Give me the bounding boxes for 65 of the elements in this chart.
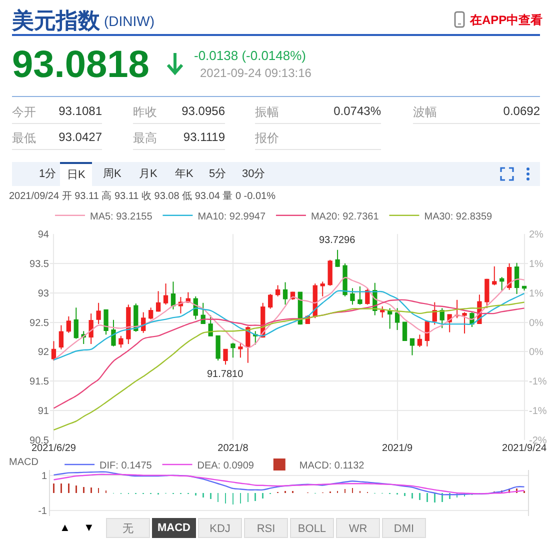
text: 振幅: [255, 104, 279, 121]
text: ▼: [78, 518, 100, 538]
y-tick-label: 94: [38, 230, 50, 240]
y2-tick-label: 2%: [529, 230, 544, 240]
x-tick-label: 2021/6/29: [31, 443, 76, 454]
y-tick-label: 93: [38, 288, 50, 300]
text: 1分: [38, 167, 58, 182]
legend-label: DEA: 0.0909: [197, 460, 254, 472]
text: 今开: [12, 104, 36, 121]
text: -0.0138 (-0.0148%): [194, 48, 306, 63]
text: DMI: [382, 518, 426, 538]
y-tick-label: 93.5: [30, 258, 50, 270]
text: 93.1119: [183, 130, 225, 144]
text: RSI: [244, 518, 288, 538]
text: 5分: [208, 167, 228, 182]
y-tick-label: 91.5: [30, 376, 50, 388]
text: (DINIW): [104, 13, 155, 29]
text: 2021-09-24 09:13:16: [200, 66, 312, 80]
text: 波幅: [413, 104, 437, 121]
text: BOLL: [290, 518, 334, 538]
x-tick-label: 2021/8: [218, 443, 249, 454]
annotation: 93.7296: [319, 235, 356, 246]
legend-label: MA20: 92.7361: [310, 211, 380, 222]
legend-label: MACD: 0.1132: [299, 460, 365, 472]
chart-subtitle: 2021/09/24 开 93.11 高 93.11 收 93.08 低 93.04 量 0 -0.01%: [9, 190, 276, 202]
y-tick-label: -1: [38, 506, 48, 518]
text: 30分: [241, 167, 266, 182]
text: ▲: [54, 518, 76, 538]
legend-label: MA5: 93.2155: [90, 211, 153, 222]
y-tick-label: 92.5: [30, 318, 50, 329]
y2-tick-label: -1%: [529, 376, 547, 388]
text: 最高: [133, 130, 157, 147]
text: 93.1081: [58, 104, 102, 118]
text: 无: [106, 518, 150, 538]
legend-label: MA30: 92.8359: [424, 211, 492, 222]
text: 93.0956: [182, 104, 225, 118]
text: 美元指数: [12, 7, 100, 35]
text: 最低: [12, 130, 36, 147]
text: 月K: [138, 167, 158, 182]
text: 日K: [60, 162, 92, 186]
x-tick-label: 2021/9: [382, 443, 414, 454]
text: 0.0692: [503, 104, 540, 118]
y2-tick-label: 1%: [529, 288, 544, 300]
y2-tick-label: -1%: [529, 406, 547, 418]
legend-label: MA10: 92.9947: [198, 211, 266, 222]
y2-tick-label: 1%: [529, 258, 544, 270]
y2-tick-label: 0%: [529, 318, 544, 329]
text: MACD: [152, 518, 196, 538]
text: 在APP中查看: [470, 12, 543, 29]
text: 年K: [174, 167, 194, 182]
text: KDJ: [198, 518, 242, 538]
text: 报价: [255, 130, 279, 147]
text: WR: [336, 518, 380, 538]
text: 周K: [102, 167, 122, 182]
text: 93.0427: [58, 130, 102, 144]
legend-label: DIF: 0.1475: [100, 460, 152, 472]
y-tick-label: 91: [38, 406, 50, 418]
y-tick-label: 92: [38, 347, 50, 358]
text: 93.0818: [12, 44, 150, 87]
chart-title: MACD: [9, 457, 38, 468]
y2-tick-label: 0%: [529, 347, 544, 358]
text: 昨收: [133, 104, 157, 121]
annotation: 91.7810: [207, 369, 244, 380]
y-tick-label: 1: [41, 470, 48, 482]
text: 0.0743%: [334, 104, 381, 118]
